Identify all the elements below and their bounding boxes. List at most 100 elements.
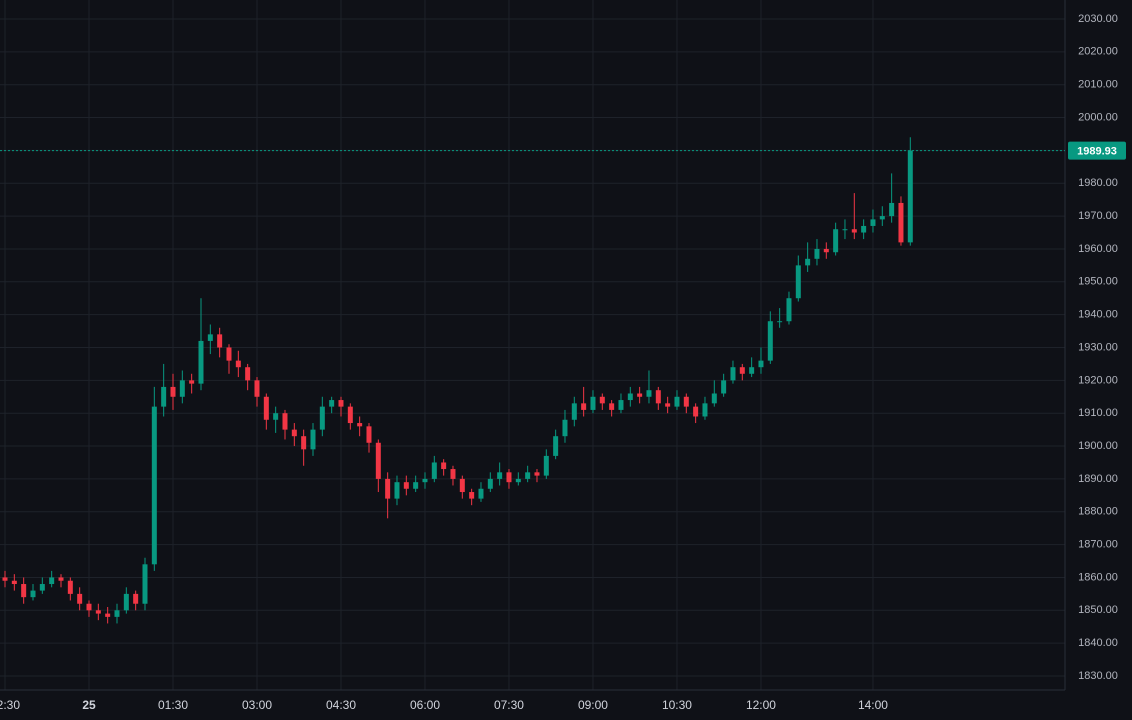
- candle-body: [702, 403, 708, 417]
- x-tick-label: 04:30: [326, 698, 356, 712]
- candle-body: [310, 429, 316, 450]
- candle-body: [385, 478, 391, 499]
- x-tick-label: 09:00: [578, 698, 608, 712]
- candle-body: [478, 488, 484, 499]
- candle-body: [609, 403, 615, 410]
- candle-body: [571, 403, 577, 420]
- candle-body: [2, 577, 8, 581]
- candle-body: [441, 462, 447, 470]
- candle-body: [450, 469, 456, 479]
- candle-body: [777, 321, 783, 323]
- candle-body: [646, 390, 652, 397]
- candle-body: [842, 229, 848, 231]
- candle-body: [758, 360, 764, 368]
- y-tick-label: 1890.00: [1078, 473, 1118, 485]
- y-tick-label: 1930.00: [1078, 341, 1118, 353]
- candle-body: [403, 482, 409, 489]
- candle-body: [898, 202, 904, 243]
- candle-body: [693, 406, 699, 417]
- x-tick-label: 14:00: [858, 698, 888, 712]
- candle-body: [674, 396, 680, 407]
- candle-body: [627, 393, 633, 401]
- candle-body: [161, 386, 167, 407]
- candle-body: [123, 593, 129, 611]
- candle-body: [795, 265, 801, 299]
- candle-body: [870, 219, 876, 226]
- candle-body: [133, 593, 139, 604]
- x-tick-label: 01:30: [158, 698, 188, 712]
- candle-body: [21, 584, 27, 598]
- candle-body: [245, 367, 251, 381]
- candle-body: [207, 334, 213, 341]
- candle-body: [67, 580, 73, 594]
- candle-body: [581, 403, 587, 410]
- candle-body: [497, 472, 503, 479]
- candle-body: [805, 258, 811, 266]
- y-tick-label: 1980.00: [1078, 177, 1118, 189]
- y-tick-label: 1910.00: [1078, 407, 1118, 419]
- candle-body: [730, 367, 736, 381]
- candle-body: [226, 347, 232, 361]
- candle-body: [431, 462, 437, 479]
- y-tick-label: 1900.00: [1078, 440, 1118, 452]
- candle-body: [282, 413, 288, 430]
- y-tick-label: 1870.00: [1078, 539, 1118, 551]
- candle-body: [543, 455, 549, 476]
- candle-body: [338, 400, 344, 407]
- candle-body: [347, 406, 353, 424]
- candle-body: [721, 380, 727, 394]
- y-tick-label: 2020.00: [1078, 46, 1118, 58]
- candle-body: [515, 478, 521, 483]
- candle-body: [114, 610, 120, 617]
- candle-body: [77, 593, 83, 604]
- candle-body: [422, 478, 428, 483]
- candle-body: [553, 436, 559, 456]
- candle-body: [58, 577, 64, 581]
- candle-body: [534, 472, 540, 476]
- candle-body: [170, 386, 176, 397]
- y-tick-label: 1840.00: [1078, 637, 1118, 649]
- candle-body: [39, 584, 45, 591]
- candle-body: [49, 577, 55, 585]
- candle-body: [879, 216, 885, 220]
- candle-body: [105, 613, 111, 617]
- candle-body: [273, 413, 279, 420]
- y-tick-label: 1830.00: [1078, 670, 1118, 682]
- candle-body: [487, 478, 493, 489]
- candle-body: [618, 400, 624, 410]
- candle-body: [366, 426, 372, 443]
- candle-body: [823, 248, 829, 253]
- y-tick-label: 1880.00: [1078, 506, 1118, 518]
- candle-body: [254, 380, 260, 397]
- candle-body: [767, 321, 773, 361]
- y-tick-label: 1940.00: [1078, 309, 1118, 321]
- candle-body: [814, 248, 820, 259]
- candle-body: [469, 492, 475, 499]
- candle-body: [851, 229, 857, 233]
- y-tick-label: 2010.00: [1078, 79, 1118, 91]
- candle-body: [30, 590, 36, 598]
- candle-body: [599, 396, 605, 404]
- candle-body: [562, 419, 568, 437]
- x-tick-label: 12:00: [746, 698, 776, 712]
- candle-body: [301, 436, 307, 450]
- candle-body: [889, 202, 895, 217]
- candle-body: [179, 380, 185, 397]
- y-tick-label: 1970.00: [1078, 210, 1118, 222]
- candle-body: [263, 396, 269, 420]
- candle-body: [189, 380, 195, 384]
- candle-body: [11, 580, 17, 585]
- candle-body: [357, 423, 363, 427]
- y-tick-label: 2000.00: [1078, 111, 1118, 123]
- candle-body: [375, 442, 381, 479]
- last-price-label: 1989.93: [1077, 146, 1117, 158]
- y-tick-label: 1950.00: [1078, 276, 1118, 288]
- candle-body: [655, 390, 661, 404]
- x-tick-label: 07:30: [494, 698, 524, 712]
- candle-body: [683, 396, 689, 407]
- candle-body: [749, 367, 755, 374]
- candle-body: [739, 367, 745, 374]
- x-tick-label: 10:30: [662, 698, 692, 712]
- x-tick-label: 06:00: [410, 698, 440, 712]
- candle-body: [907, 150, 913, 243]
